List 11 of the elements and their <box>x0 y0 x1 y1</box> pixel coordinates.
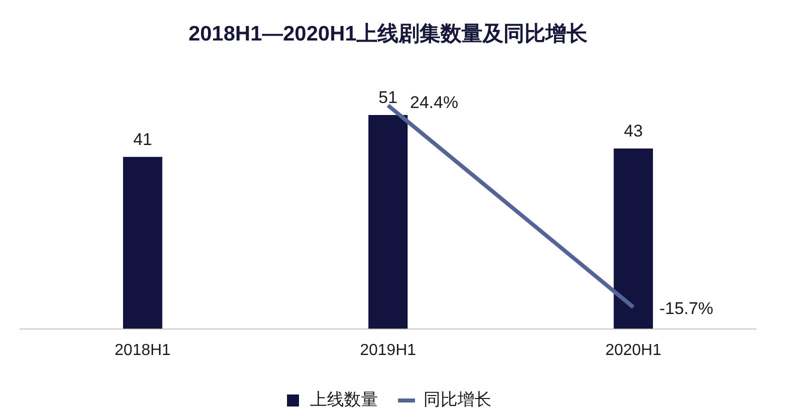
x-tick-label: 2018H1 <box>114 342 171 359</box>
data-label: -15.7% <box>659 298 714 318</box>
data-label: 41 <box>133 130 152 150</box>
data-label: 43 <box>624 122 643 141</box>
data-label: 24.4% <box>410 93 458 112</box>
legend-label: 同比增长 <box>424 390 492 410</box>
data-label: 51 <box>378 88 398 108</box>
legend-label: 上线数量 <box>310 390 378 410</box>
x-tick-label: 2020H1 <box>605 342 662 359</box>
chart-title: 2018H1—2020H1上线剧集数量及同比增长 <box>188 22 589 46</box>
x-tick-label: 2019H1 <box>360 342 416 359</box>
